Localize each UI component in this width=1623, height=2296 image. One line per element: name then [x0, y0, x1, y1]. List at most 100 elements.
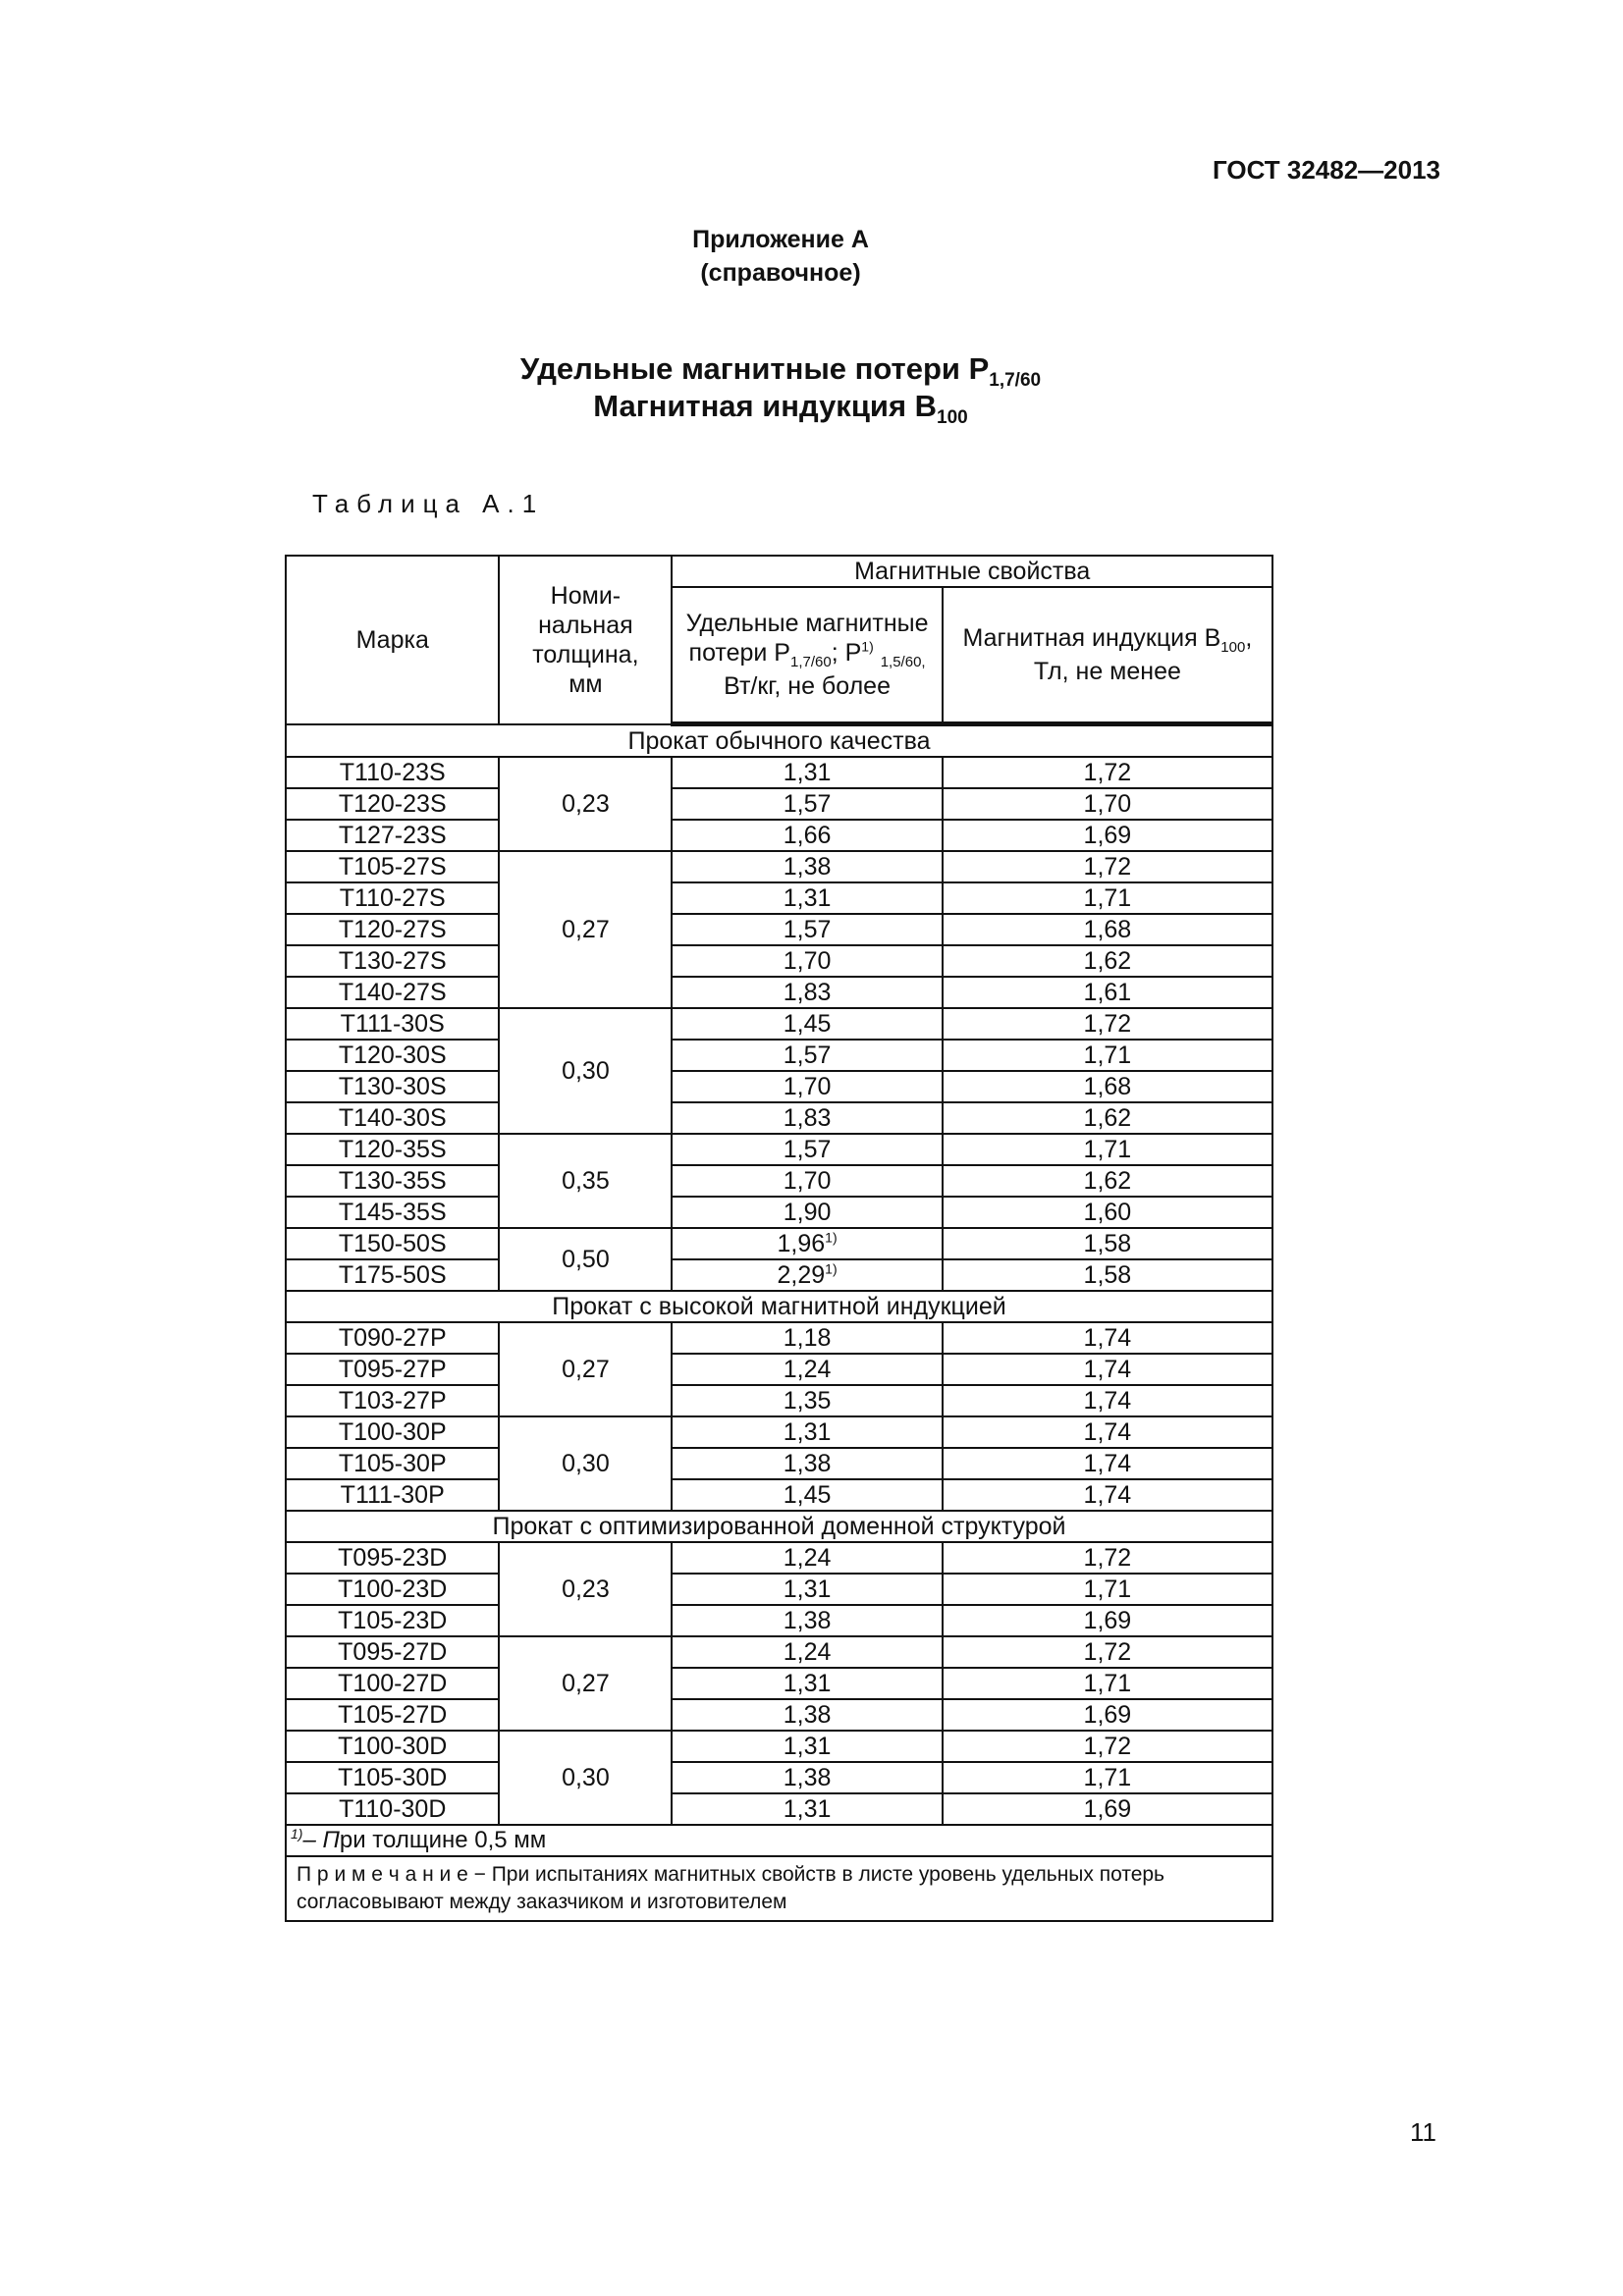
table-row: Т111-30Р 1,45 1,74: [284, 1478, 1274, 1512]
table-row: Т150-50S 0,50 1,961) 1,58: [284, 1227, 1274, 1292]
table-row: Т100-27D 1,31 1,71: [284, 1667, 1274, 1700]
cell-loss: 1,83: [671, 976, 944, 1009]
table-row: Т175-50S 2,291) 1,58: [284, 1258, 1274, 1292]
table-row: Т105-27S 0,27 1,38 1,72: [284, 850, 1274, 1009]
cell-loss: 1,35: [671, 1384, 944, 1417]
cell-loss: 1,38: [671, 1698, 944, 1732]
cell-grade: Т145-35S: [284, 1196, 501, 1229]
cell-induction: 1,69: [941, 1792, 1274, 1826]
table-row: Т095-23D 0,23 1,24 1,72: [284, 1541, 1274, 1637]
cell-grade: Т110-30D: [284, 1792, 501, 1826]
cell-grade: Т130-35S: [284, 1164, 501, 1198]
cell-thickness: 0,23: [498, 756, 674, 852]
cell-loss: 1,24: [671, 1635, 944, 1669]
appendix-title: Приложение А: [692, 226, 869, 253]
table-label: Таблица А.1: [312, 489, 545, 518]
cell-grade: Т140-30S: [284, 1101, 501, 1135]
table-row: Т110-27S 1,31 1,71: [284, 881, 1274, 915]
title-line-1: Удельные магнитные потери P1,7/60: [519, 351, 1042, 392]
cell-loss: 1,31: [671, 1415, 944, 1449]
cell-loss: 1,57: [671, 913, 944, 946]
cell-loss: 1,961): [671, 1227, 944, 1260]
cell-induction: 1,74: [941, 1447, 1274, 1480]
cell-grade: Т105-30Р: [284, 1447, 501, 1480]
cell-induction: 1,69: [941, 1698, 1274, 1732]
cell-loss: 1,45: [671, 1007, 944, 1041]
cell-grade: Т095-23D: [284, 1541, 501, 1575]
cell-loss: 1,31: [671, 1667, 944, 1700]
cell-induction: 1,74: [941, 1321, 1274, 1355]
cell-thickness: 0,27: [498, 1635, 674, 1732]
cell-grade: Т105-23D: [284, 1604, 501, 1637]
table-row: Т105-30D 1,38 1,71: [284, 1761, 1274, 1794]
cell-grade: Т120-30S: [284, 1039, 501, 1072]
table-row: Т120-30S 1,57 1,71: [284, 1039, 1274, 1072]
cell-induction: 1,71: [941, 1133, 1274, 1166]
cell-grade: Т110-27S: [284, 881, 501, 915]
cell-loss: 1,45: [671, 1478, 944, 1512]
properties-table: Марка Номи-нальная толщина, мм Магнитные…: [284, 555, 1274, 1923]
table-row: Т120-23S 1,57 1,70: [284, 787, 1274, 821]
cell-grade: Т105-27S: [284, 850, 501, 883]
cell-grade: Т120-27S: [284, 913, 501, 946]
cell-loss: 1,70: [671, 1070, 944, 1103]
table-row: Т130-30S 1,70 1,68: [284, 1070, 1274, 1103]
table-row: Т100-30D 0,30 1,31 1,72: [284, 1730, 1274, 1826]
table-row: Т100-30Р 0,30 1,31 1,74: [284, 1415, 1274, 1512]
cell-loss: 1,70: [671, 1164, 944, 1198]
cell-grade: Т130-30S: [284, 1070, 501, 1103]
section-header: Прокат с оптимизированной доменной струк…: [285, 1510, 1273, 1543]
table-row: Т120-35S 0,35 1,57 1,71: [284, 1133, 1274, 1229]
cell-loss: 1,57: [671, 787, 944, 821]
header-induction: Магнитная индукция B100, Тл, не менее: [941, 586, 1274, 726]
table-row: Т105-23D 1,38 1,69: [284, 1604, 1274, 1637]
cell-loss: 1,38: [671, 1447, 944, 1480]
table-row: Т140-30S 1,83 1,62: [284, 1101, 1274, 1135]
cell-loss: 1,70: [671, 944, 944, 978]
cell-grade: Т150-50S: [284, 1227, 501, 1260]
cell-grade: Т175-50S: [284, 1258, 501, 1292]
cell-induction: 1,74: [941, 1415, 1274, 1449]
cell-thickness: 0,30: [498, 1007, 674, 1135]
table-row: Т095-27Р 1,24 1,74: [284, 1353, 1274, 1386]
cell-thickness: 0,50: [498, 1227, 674, 1292]
cell-grade: Т120-23S: [284, 787, 501, 821]
cell-grade: Т105-30D: [284, 1761, 501, 1794]
cell-induction: 1,62: [941, 1164, 1274, 1198]
cell-grade: Т110-23S: [284, 756, 501, 789]
table-row: Т110-30D 1,31 1,69: [284, 1792, 1274, 1826]
cell-induction: 1,72: [941, 1730, 1274, 1763]
cell-induction: 1,71: [941, 1667, 1274, 1700]
cell-induction: 1,74: [941, 1353, 1274, 1386]
cell-induction: 1,58: [941, 1258, 1274, 1292]
table-row: Т103-27Р 1,35 1,74: [284, 1384, 1274, 1417]
table-row: Т120-27S 1,57 1,68: [284, 913, 1274, 946]
table-row: Т111-30S 0,30 1,45 1,72: [284, 1007, 1274, 1135]
cell-grade: Т120-35S: [284, 1133, 501, 1166]
cell-induction: 1,71: [941, 1761, 1274, 1794]
cell-loss: 1,31: [671, 1573, 944, 1606]
standard-number: ГОСТ 32482—2013: [1213, 155, 1440, 185]
cell-loss: 1,18: [671, 1321, 944, 1355]
cell-induction: 1,62: [941, 1101, 1274, 1135]
cell-induction: 1,69: [941, 819, 1274, 852]
cell-grade: Т105-27D: [284, 1698, 501, 1732]
cell-induction: 1,61: [941, 976, 1274, 1009]
cell-induction: 1,72: [941, 850, 1274, 883]
table-row: Т105-30Р 1,38 1,74: [284, 1447, 1274, 1480]
footnote: 1)– При толщине 0,5 мм: [285, 1824, 1273, 1857]
cell-loss: 1,66: [671, 819, 944, 852]
cell-thickness: 0,30: [498, 1415, 674, 1512]
cell-grade: Т100-23D: [284, 1573, 501, 1606]
cell-induction: 1,72: [941, 1007, 1274, 1041]
cell-grade: Т130-27S: [284, 944, 501, 978]
cell-grade: Т127-23S: [284, 819, 501, 852]
cell-loss: 1,38: [671, 1604, 944, 1637]
cell-grade: Т095-27Р: [284, 1353, 501, 1386]
cell-grade: Т100-30D: [284, 1730, 501, 1763]
cell-loss: 1,31: [671, 756, 944, 789]
table-row: Т105-27D 1,38 1,69: [284, 1698, 1274, 1732]
table-row: Т140-27S 1,83 1,61: [284, 976, 1274, 1009]
appendix-kind: (справочное): [700, 259, 861, 287]
cell-loss: 1,83: [671, 1101, 944, 1135]
